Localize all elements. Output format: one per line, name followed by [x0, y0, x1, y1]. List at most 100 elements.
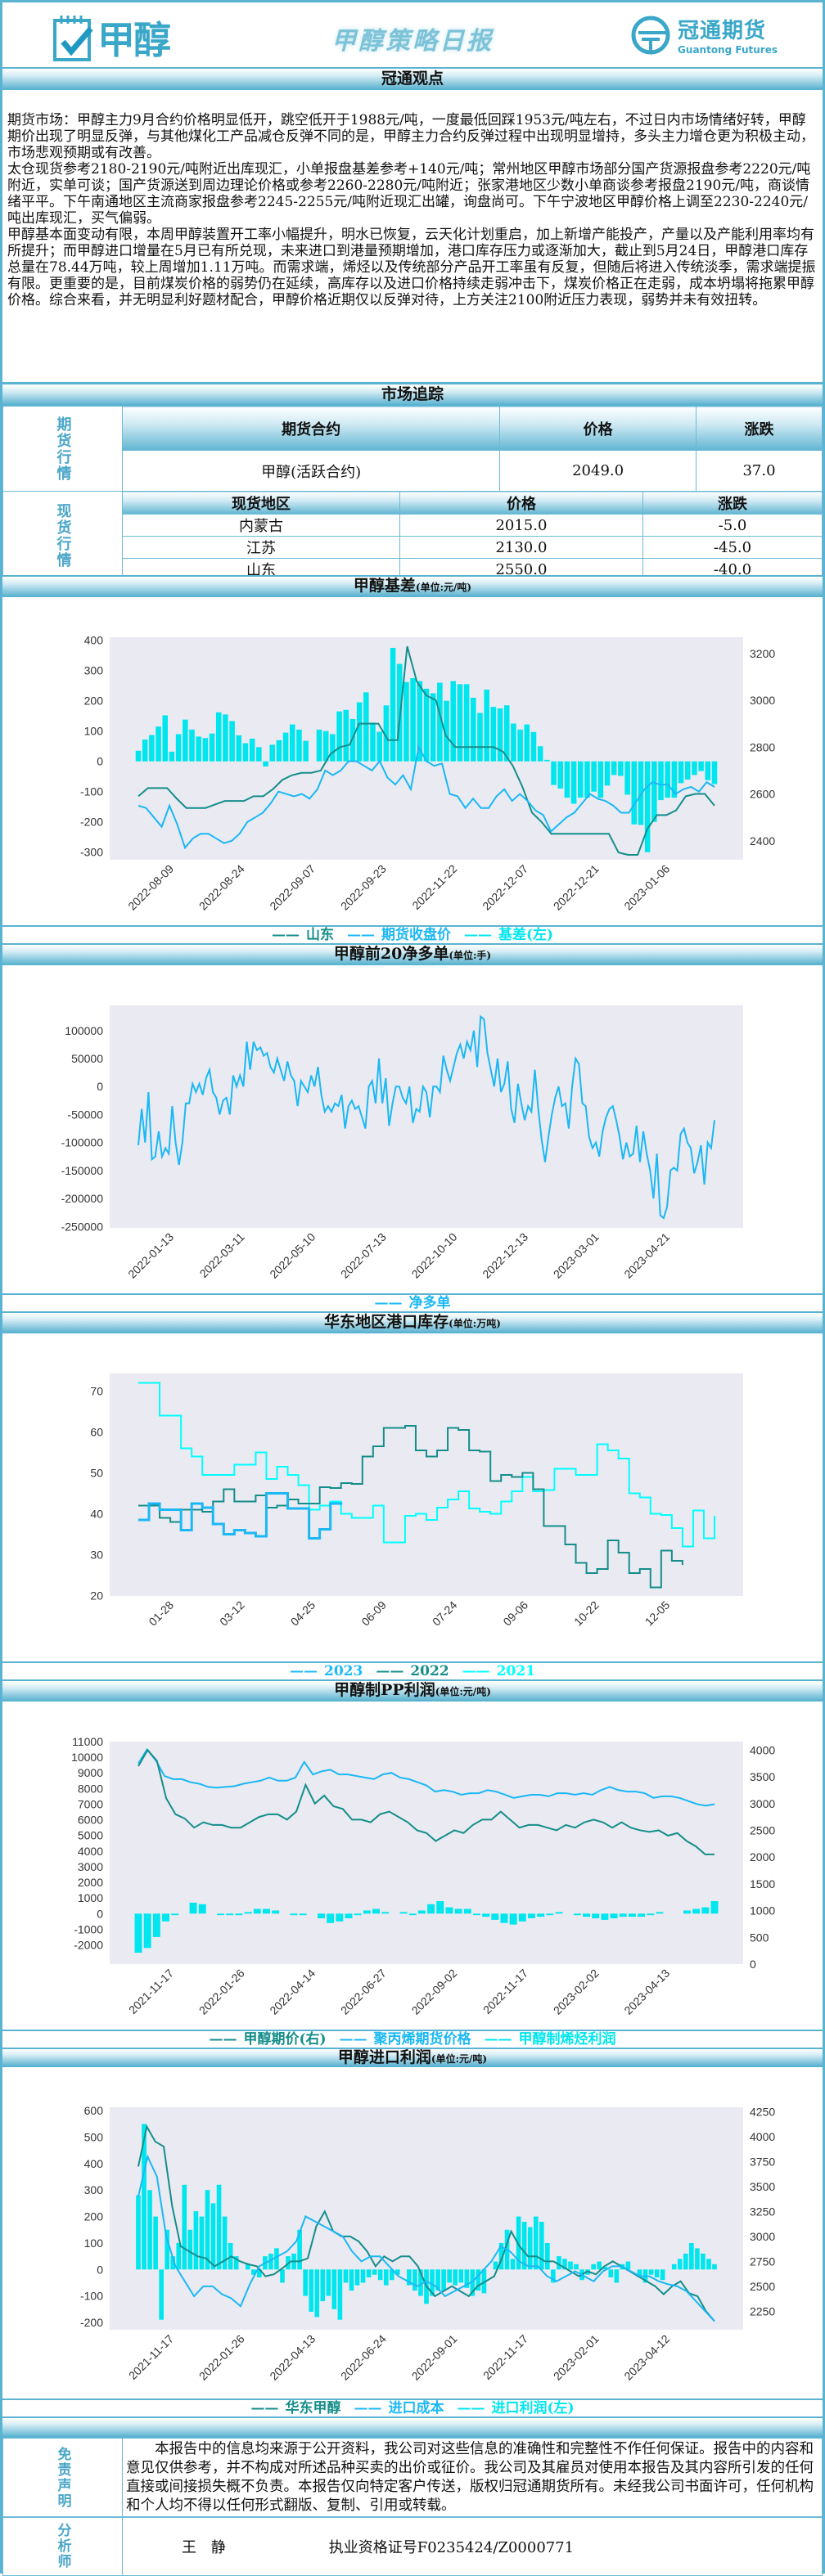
bar-进口利润(左)	[527, 2227, 533, 2270]
bar-进口利润(左)	[648, 2269, 654, 2275]
bar-甲醇制烯烃利润	[628, 1913, 636, 1917]
bar-甲醇制烯烃利润	[692, 1908, 701, 1914]
bar-甲醇制烯烃利润	[583, 1913, 591, 1917]
line-甲醇期价(右)	[138, 1748, 715, 1855]
region-cell: 江苏	[122, 536, 400, 559]
legend-line-icon: ——	[457, 2400, 485, 2416]
bar-基差(左)	[276, 740, 282, 762]
table-row: 江苏 2130.0 -45.0	[3, 536, 823, 559]
disclaimer-side-label: 免责声明	[2, 2438, 123, 2518]
bar-甲醇制烯烃利润	[381, 1912, 390, 1914]
bar-甲醇制烯烃利润	[189, 1902, 197, 1914]
y-tick-label: 600	[84, 2104, 104, 2117]
column-header: 涨跌	[642, 491, 823, 515]
x-tick-label: 2022-01-13	[125, 1230, 176, 1281]
report-title: 甲醇策略日报	[331, 27, 494, 56]
bar-基差(左)	[343, 709, 349, 762]
chart-inventory: 20 30 40 50 60 70 01-28 03-12 04-25 06-09 07-24 09-…	[90, 1373, 743, 1629]
y-tick-label: -250000	[61, 1220, 104, 1233]
bar-甲醇制烯烃利润	[226, 1913, 234, 1916]
bar-甲醇制烯烃利润	[134, 1913, 142, 1953]
analyst-name: 王 静	[182, 2538, 231, 2556]
bar-基差(左)	[471, 698, 476, 762]
guantong-logo: 冠通期货 Guantong Futures	[630, 14, 778, 56]
bar-甲醇制烯烃利润	[509, 1913, 517, 1925]
bar-基差(左)	[611, 761, 617, 775]
bar-进口利润(左)	[430, 2269, 435, 2296]
line-2022	[138, 1425, 683, 1589]
bar-甲醇制烯烃利润	[327, 1913, 335, 1923]
change-cell: 37.0	[696, 450, 823, 492]
futures-side-label: 期货行情	[2, 406, 123, 492]
legend-item: —— 华东甲醇	[250, 2400, 341, 2416]
bar-甲醇制烯烃利润	[500, 1913, 508, 1923]
y-tick-label: 4000	[78, 1845, 103, 1858]
bar-甲醇制烯烃利润	[683, 1910, 691, 1914]
bar-甲醇制烯烃利润	[171, 1913, 179, 1916]
chart-title: 华东地区港口库存(单位:万吨)	[2, 1311, 823, 1333]
x-tick-label: 2022-09-02	[409, 1967, 460, 2017]
view-textarea[interactable]: 期货市场：甲醇主力9月合约价格明显低开，跳空低开于1988元/吨，一度最低回踩1…	[2, 89, 823, 383]
disclaimer-text: 本报告中的信息均来源于公开资料，我公司对这些信息的准确性和完整性不作任何保证。报…	[122, 2438, 823, 2518]
bar-基差(左)	[303, 740, 309, 762]
bar-甲醇制烯烃利润	[262, 1908, 270, 1914]
bar-甲醇制烯烃利润	[345, 1913, 353, 1918]
bar-基差(左)	[363, 692, 369, 762]
y-tick-label: -300	[80, 846, 103, 859]
bar-甲醇制烯烃利润	[601, 1913, 609, 1920]
legend-item: —— 山东	[271, 927, 334, 943]
bar-甲醇制烯烃利润	[299, 1913, 307, 1916]
y-tick-label: 40	[90, 1508, 103, 1521]
bar-基差(左)	[591, 761, 597, 792]
bar-基差(左)	[156, 726, 161, 762]
bar-进口利润(左)	[297, 2229, 302, 2270]
bar-进口利润(左)	[199, 2216, 205, 2270]
bar-基差(左)	[671, 761, 678, 798]
bar-进口利润(左)	[701, 2253, 706, 2270]
bar-进口利润(左)	[557, 2256, 561, 2270]
bar-甲醇制烯烃利润	[198, 1904, 206, 1914]
y-tick-label: 500	[84, 2131, 104, 2144]
y-tick-label: 2000	[78, 1876, 103, 1889]
bar-甲醇制烯烃利润	[363, 1910, 371, 1914]
x-tick-label: 2022-12-21	[551, 862, 602, 913]
bar-进口利润(左)	[309, 2269, 314, 2313]
bar-基差(左)	[463, 684, 470, 762]
y-tick-label: 50000	[71, 1052, 103, 1065]
bar-进口利润(左)	[654, 2269, 660, 2277]
bar-进口利润(左)	[706, 2259, 711, 2270]
bar-基差(左)	[410, 677, 416, 762]
bar-进口利润(左)	[268, 2253, 273, 2270]
x-tick-label: 2022-08-09	[125, 862, 176, 913]
bar-进口利润(左)	[320, 2269, 326, 2302]
bar-甲醇制烯烃利润	[235, 1913, 243, 1916]
bar-基差(左)	[530, 731, 537, 762]
legend-item: —— 甲醇期价(右)	[209, 2031, 327, 2048]
bar-进口利润(左)	[193, 2211, 199, 2270]
legend-line-icon: ——	[209, 2031, 237, 2048]
bar-基差(左)	[196, 736, 201, 762]
bar-进口利润(左)	[677, 2259, 683, 2270]
bar-进口利润(左)	[216, 2184, 222, 2270]
x-tick-label: 2022-12-13	[480, 1230, 530, 1281]
chart-legend: —— 山东 —— 期货收盘价 —— 基差(左)	[2, 925, 823, 944]
bar-进口利润(左)	[568, 2261, 573, 2270]
x-tick-label: 01-28	[146, 1598, 176, 1629]
chart-legend: —— 2023 —— 2022 —— 2021	[2, 1661, 823, 1680]
analyst-license: 执业资格证号F0235424/Z0000771	[328, 2538, 575, 2556]
bar-基差(左)	[370, 722, 376, 762]
legend-line-icon: ——	[354, 2400, 382, 2416]
legend-line-icon: ——	[339, 2031, 367, 2048]
bar-进口利润(左)	[349, 2269, 354, 2291]
bar-基差(左)	[209, 733, 215, 762]
legend-line-icon: ——	[346, 927, 375, 943]
bar-进口利润(左)	[153, 2216, 158, 2270]
bar-基差(左)	[524, 724, 530, 762]
legend-line-icon: ——	[290, 1663, 318, 1679]
view-paragraph: 太仓现货参考2180-2190元/吨附近出库现汇，小单报盘基差参考+140元/吨…	[7, 161, 811, 227]
bar-甲醇制烯烃利润	[318, 1913, 325, 1918]
bar-甲醇制烯烃利润	[610, 1913, 618, 1918]
bar-基差(左)	[423, 688, 430, 762]
bar-甲醇制烯烃利润	[491, 1913, 499, 1920]
legend-item: —— 2022	[376, 1663, 449, 1679]
